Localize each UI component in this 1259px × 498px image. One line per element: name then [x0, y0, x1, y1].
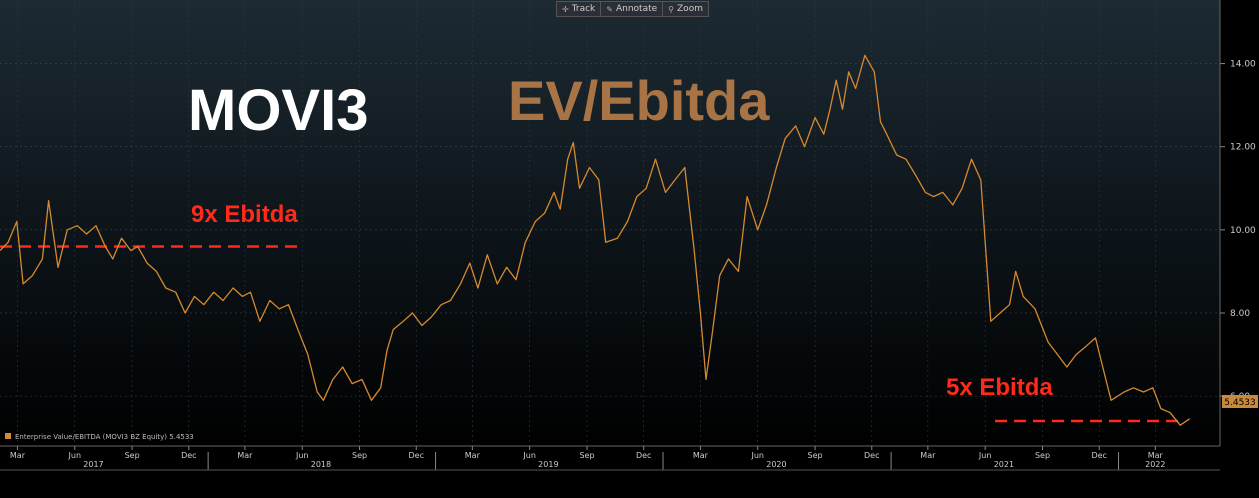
x-month-label: Mar: [10, 451, 26, 460]
x-month-label: Mar: [465, 451, 481, 460]
x-month-label: Jun: [750, 451, 764, 460]
x-month-label: Mar: [920, 451, 936, 460]
series-line: [0, 54, 1190, 426]
x-month-label: Dec: [1091, 451, 1106, 460]
y-tick-label: 14.00: [1230, 60, 1256, 70]
x-year-label: 2022: [1145, 460, 1165, 469]
annotate-button[interactable]: ✎ Annotate: [601, 2, 664, 16]
legend-label: Enterprise Value/EBITDA (MOVI3 BZ Equity…: [15, 433, 194, 441]
magnifier-icon: ⚲: [668, 4, 675, 14]
last-value-box: [1222, 395, 1258, 408]
low-multiple-label: 5x Ebitda: [946, 374, 1053, 401]
x-month-label: Mar: [1148, 451, 1164, 460]
x-year-label: 2018: [311, 460, 331, 469]
x-month-label: Dec: [409, 451, 424, 460]
x-month-label: Dec: [864, 451, 879, 460]
y-tick-label: 10.00: [1230, 226, 1256, 236]
crosshair-icon: ✛: [562, 4, 569, 14]
x-month-label: Sep: [579, 451, 594, 460]
x-month-label: Sep: [352, 451, 367, 460]
plot-background: [0, 0, 1220, 446]
track-label: Track: [571, 4, 596, 14]
x-month-label: Jun: [978, 451, 992, 460]
zoom-button[interactable]: ⚲ Zoom: [663, 2, 708, 16]
x-month-label: Dec: [181, 451, 196, 460]
x-month-label: Jun: [295, 451, 309, 460]
x-year-label: 2017: [83, 460, 103, 469]
axis-background: [1220, 0, 1259, 446]
track-button[interactable]: ✛ Track: [557, 2, 602, 16]
y-tick-label: 8.00: [1230, 309, 1250, 319]
chart-toolbar: ✛ Track ✎ Annotate ⚲ Zoom: [556, 1, 709, 17]
x-month-label: Jun: [522, 451, 536, 460]
x-month-label: Sep: [1035, 451, 1050, 460]
last-value-label: 5.4533: [1224, 398, 1256, 408]
metric-title: EV/Ebitda: [508, 69, 770, 132]
ticker-title: MOVI3: [188, 78, 369, 143]
pencil-icon: ✎: [606, 4, 613, 14]
annotate-label: Annotate: [615, 4, 658, 14]
legend-swatch: [5, 433, 11, 439]
y-tick-label: 12.00: [1230, 143, 1256, 153]
x-month-label: Sep: [125, 451, 140, 460]
x-month-label: Sep: [808, 451, 823, 460]
x-year-label: 2021: [994, 460, 1014, 469]
x-month-label: Jun: [68, 451, 82, 460]
x-month-label: Dec: [636, 451, 651, 460]
x-year-label: 2019: [538, 460, 558, 469]
x-month-label: Mar: [693, 451, 709, 460]
x-month-label: Mar: [237, 451, 253, 460]
x-year-label: 2020: [766, 460, 786, 469]
zoom-label: Zoom: [677, 4, 703, 14]
high-multiple-label: 9x Ebitda: [191, 201, 298, 228]
